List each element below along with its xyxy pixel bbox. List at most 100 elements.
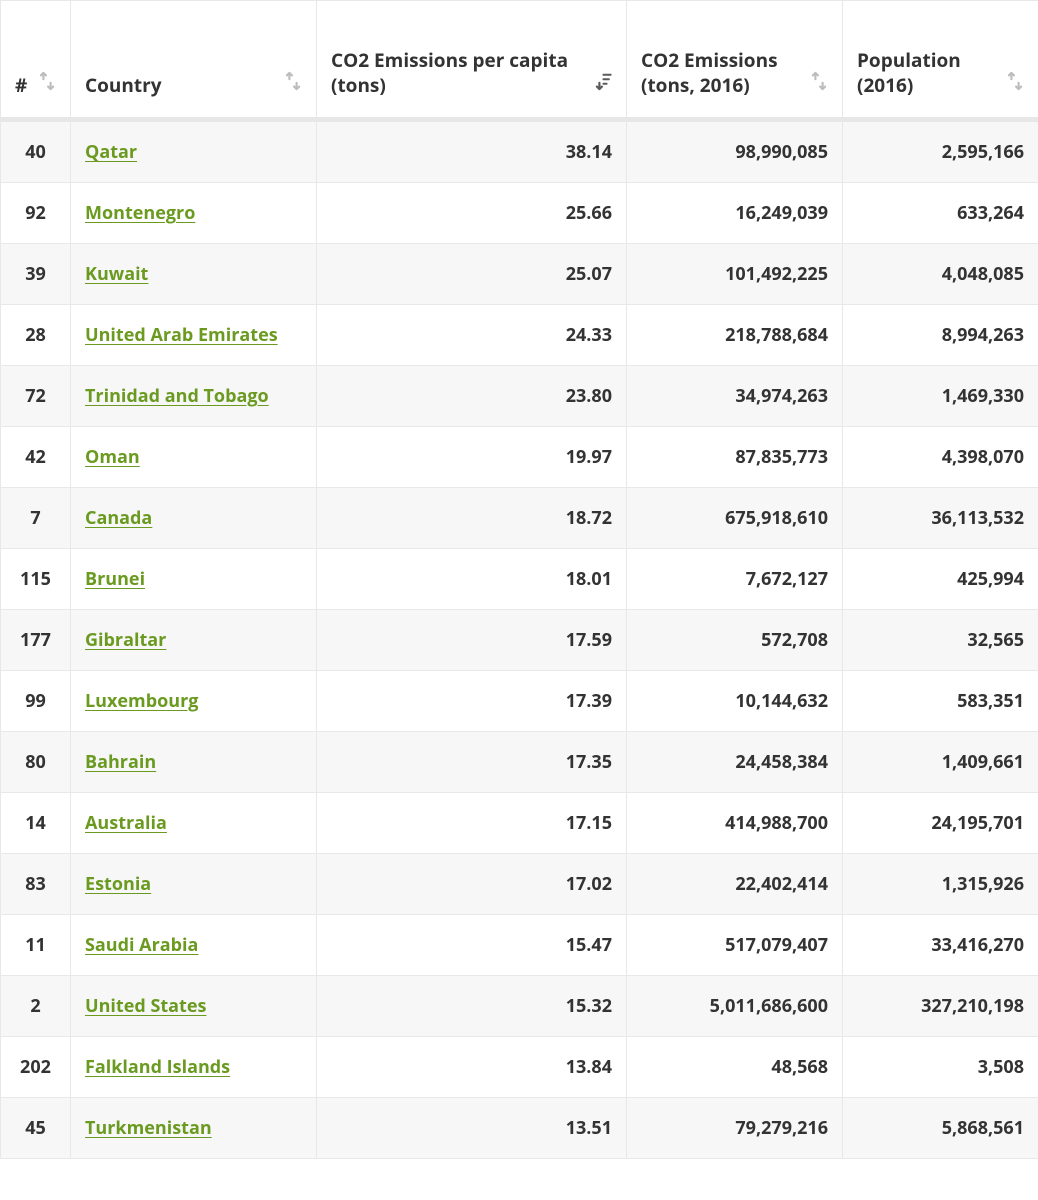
table-row: 11Saudi Arabia15.47517,079,40733,416,270 [1, 915, 1038, 976]
column-header-label: Population (2016) [857, 48, 998, 99]
table-row: 202Falkland Islands13.8448,5683,508 [1, 1037, 1038, 1098]
country-link[interactable]: Qatar [85, 140, 137, 164]
emissions-cell: 98,990,085 [627, 120, 843, 183]
emissions-cell: 218,788,684 [627, 305, 843, 366]
country-link[interactable]: Luxembourg [85, 689, 198, 713]
country-link[interactable]: Falkland Islands [85, 1055, 230, 1079]
rank-cell: 92 [1, 183, 71, 244]
country-cell: Australia [71, 793, 317, 854]
column-header-label: # [15, 73, 27, 99]
population-cell: 425,994 [843, 549, 1038, 610]
emissions-cell: 7,672,127 [627, 549, 843, 610]
country-link[interactable]: Saudi Arabia [85, 933, 198, 957]
per-capita-cell: 24.33 [317, 305, 627, 366]
country-cell: Gibraltar [71, 610, 317, 671]
rank-cell: 14 [1, 793, 71, 854]
column-header-per_capita[interactable]: CO2 Emissions per capita (tons) [317, 1, 627, 120]
per-capita-cell: 17.02 [317, 854, 627, 915]
rank-cell: 45 [1, 1098, 71, 1159]
table-row: 42 Oman 19.9787,835,7734,398,070 [1, 427, 1038, 488]
population-cell: 4,398,070 [843, 427, 1038, 488]
column-header-population[interactable]: Population (2016) [843, 1, 1038, 120]
rank-cell: 177 [1, 610, 71, 671]
table-body: 40Qatar38.1498,990,0852,595,16692Montene… [1, 120, 1038, 1159]
emissions-cell: 5,011,686,600 [627, 976, 843, 1037]
country-cell: United Arab Emirates [71, 305, 317, 366]
population-cell: 5,868,561 [843, 1098, 1038, 1159]
rank-cell: 2 [1, 976, 71, 1037]
country-link[interactable]: Estonia [85, 872, 151, 896]
per-capita-cell: 17.15 [317, 793, 627, 854]
per-capita-cell: 18.72 [317, 488, 627, 549]
country-cell: Bahrain [71, 732, 317, 793]
table-row: 2United States15.325,011,686,600327,210,… [1, 976, 1038, 1037]
rank-cell: 7 [1, 488, 71, 549]
country-link[interactable]: Brunei [85, 567, 145, 591]
per-capita-cell: 17.59 [317, 610, 627, 671]
country-cell: Qatar [71, 120, 317, 183]
sort-both-icon [38, 71, 56, 91]
rank-cell: 42 [1, 427, 71, 488]
sort-both-icon [38, 71, 56, 99]
emissions-cell: 24,458,384 [627, 732, 843, 793]
column-header-rank[interactable]: # [1, 1, 71, 120]
population-cell: 32,565 [843, 610, 1038, 671]
country-cell: Turkmenistan [71, 1098, 317, 1159]
country-link[interactable]: Montenegro [85, 201, 195, 225]
per-capita-cell: 25.07 [317, 244, 627, 305]
country-link[interactable]: Canada [85, 506, 152, 530]
emissions-cell: 16,249,039 [627, 183, 843, 244]
country-cell: Kuwait [71, 244, 317, 305]
emissions-cell: 79,279,216 [627, 1098, 843, 1159]
emissions-cell: 10,144,632 [627, 671, 843, 732]
country-link[interactable]: Kuwait [85, 262, 148, 286]
table-row: 115Brunei18.017,672,127425,994 [1, 549, 1038, 610]
country-link[interactable]: Trinidad and Tobago [85, 384, 269, 408]
per-capita-cell: 38.14 [317, 120, 627, 183]
per-capita-cell: 13.51 [317, 1098, 627, 1159]
sort-both-icon [284, 71, 302, 91]
per-capita-cell: 19.97 [317, 427, 627, 488]
table-row: 28United Arab Emirates24.33218,788,6848,… [1, 305, 1038, 366]
emissions-cell: 87,835,773 [627, 427, 843, 488]
rank-cell: 40 [1, 120, 71, 183]
country-cell: Montenegro [71, 183, 317, 244]
sort-both-icon [810, 71, 828, 91]
per-capita-cell: 13.84 [317, 1037, 627, 1098]
country-link[interactable]: Turkmenistan [85, 1116, 212, 1140]
country-link[interactable]: Oman [85, 445, 140, 469]
country-link[interactable]: Gibraltar [85, 628, 166, 652]
country-cell: Luxembourg [71, 671, 317, 732]
country-link[interactable]: United Arab Emirates [85, 323, 278, 347]
table-row: 83Estonia17.0222,402,4141,315,926 [1, 854, 1038, 915]
sort-both-icon [1006, 71, 1024, 91]
table-row: 80Bahrain17.3524,458,3841,409,661 [1, 732, 1038, 793]
table-row: 14 Australia 17.15414,988,70024,195,701 [1, 793, 1038, 854]
rank-cell: 83 [1, 854, 71, 915]
population-cell: 36,113,532 [843, 488, 1038, 549]
sort-both-icon [810, 71, 828, 99]
country-link[interactable]: Australia [85, 811, 167, 835]
country-link[interactable]: Bahrain [85, 750, 156, 774]
sort-both-icon [284, 71, 302, 99]
emissions-cell: 22,402,414 [627, 854, 843, 915]
rank-cell: 11 [1, 915, 71, 976]
population-cell: 33,416,270 [843, 915, 1038, 976]
column-header-emissions[interactable]: CO2 Emissions (tons, 2016) [627, 1, 843, 120]
population-cell: 4,048,085 [843, 244, 1038, 305]
country-link[interactable]: United States [85, 994, 206, 1018]
population-cell: 633,264 [843, 183, 1038, 244]
column-header-label: Country [85, 73, 162, 99]
emissions-cell: 414,988,700 [627, 793, 843, 854]
population-cell: 583,351 [843, 671, 1038, 732]
table-row: 177Gibraltar17.59572,70832,565 [1, 610, 1038, 671]
table-row: 45 Turkmenistan 13.5179,279,2165,868,561 [1, 1098, 1038, 1159]
per-capita-cell: 17.39 [317, 671, 627, 732]
table-row: 99Luxembourg17.3910,144,632583,351 [1, 671, 1038, 732]
rank-cell: 72 [1, 366, 71, 427]
table-row: 72Trinidad and Tobago23.8034,974,2631,46… [1, 366, 1038, 427]
rank-cell: 80 [1, 732, 71, 793]
country-cell: Falkland Islands [71, 1037, 317, 1098]
column-header-country[interactable]: Country [71, 1, 317, 120]
population-cell: 24,195,701 [843, 793, 1038, 854]
